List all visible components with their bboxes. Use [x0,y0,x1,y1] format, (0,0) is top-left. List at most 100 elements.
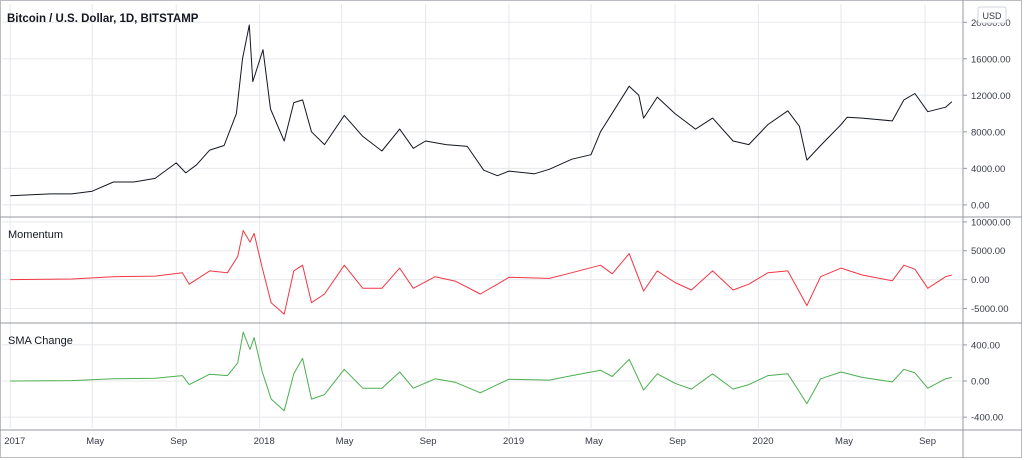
price-point [361,135,364,138]
momentum-point [950,274,953,277]
price-point [767,123,770,126]
sma-change-point [926,387,929,390]
momentum-point [236,255,239,258]
series-layer [10,24,953,412]
price-point [292,101,295,104]
price-point [747,143,750,146]
momentum-point [747,283,750,286]
momentum-point [283,313,286,316]
price-point [861,117,864,120]
price-point [656,96,659,99]
sma-change-point [236,361,239,364]
x-tick-label: Sep [170,436,187,447]
sma-change-pane-title: SMA Change [8,335,73,347]
price-point [590,153,593,156]
price-point [241,57,244,60]
price-point [694,128,697,131]
price-point [70,192,73,195]
momentum-point [861,274,864,277]
momentum-point [226,271,229,274]
momentum-point [181,271,184,274]
y-tick-label: 12000.00 [971,91,1011,102]
momentum-point [548,277,551,280]
price-point [112,181,115,184]
price-point [944,106,947,109]
momentum-point [454,280,457,283]
chart-title: Bitcoin / U.S. Dollar, 1D, BITSTAMP [7,13,199,25]
price-point [642,117,645,120]
sma-change-point [711,372,714,375]
sma-change-point [292,372,295,375]
momentum-line [10,230,952,315]
sma-change-point [496,383,499,386]
y-tick-label: 10000.00 [971,217,1011,228]
price-point [805,159,808,162]
price-point [840,123,843,126]
sma-change-point [323,393,326,396]
momentum-point [380,287,383,290]
sma-change-line [10,331,952,412]
sma-change-point [628,358,631,361]
sma-change-point [454,381,457,384]
sma-change-point [283,409,286,412]
sma-change-point [786,372,789,375]
momentum-point [301,264,304,267]
momentum-point [926,287,929,290]
momentum-point [242,229,245,232]
momentum-point [208,269,211,272]
momentum-point [711,269,714,272]
sma-change-point [861,376,864,379]
momentum-point [434,275,437,278]
y-tick-label: 0.00 [971,377,990,388]
sma-change-point [656,372,659,375]
price-point [628,85,631,88]
x-tick-label: May [585,436,603,447]
sma-change-point [412,387,415,390]
momentum-point [398,267,401,270]
sma-change-point [361,387,364,390]
sma-change-point [261,371,264,374]
y-tick-label: -5000.00 [971,304,1009,315]
price-point [91,190,94,193]
sma-change-point [508,378,511,381]
momentum-point [154,275,157,278]
momentum-point [642,290,645,293]
momentum-point [840,267,843,270]
price-point [283,140,286,143]
price-point [732,140,735,143]
x-tick-label: 2017 [4,436,25,447]
price-point [49,192,52,195]
price-point [846,116,849,119]
momentum-point [412,287,415,290]
price-point [208,149,211,152]
x-tick-label: 2020 [752,436,773,447]
price-point [343,114,346,117]
currency-badge-box [977,6,1007,24]
sma-change-point [570,374,573,377]
price-point [445,143,448,146]
momentum-point [323,293,326,296]
price-point [548,168,551,171]
momentum-point [70,278,73,281]
price-point [154,177,157,180]
momentum-point [767,271,770,274]
currency-badge[interactable]: USD [977,6,1007,24]
sma-change-point [398,371,401,374]
price-point [913,92,916,95]
x-tick-label: May [336,436,354,447]
sma-change-point [599,369,602,372]
price-point [533,172,536,175]
momentum-point [188,283,191,286]
price-point [412,147,415,150]
y-tick-label: 400.00 [971,340,1000,351]
sma-change-point [343,368,346,371]
momentum-point [902,264,905,267]
sma-change-point [902,368,905,371]
sma-change-point [950,376,953,379]
sma-change-point [479,391,482,394]
sma-change-point [747,383,750,386]
momentum-pane-title: Momentum [8,229,63,241]
sma-change-point [611,375,614,378]
